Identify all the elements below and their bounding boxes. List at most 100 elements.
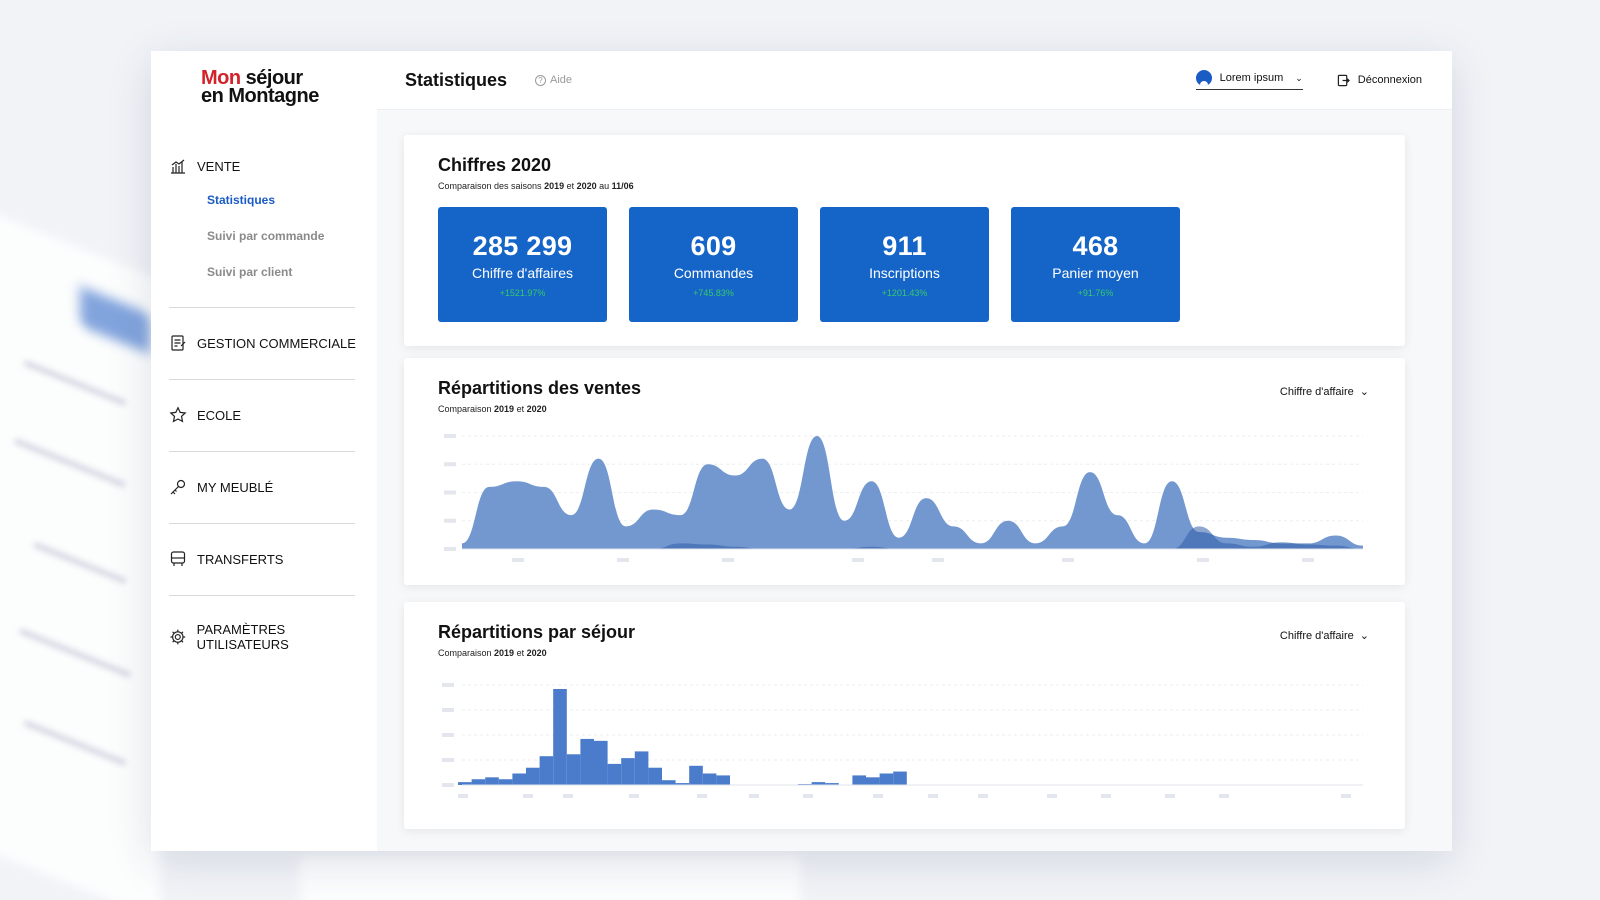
- figures-card: Chiffres 2020 Comparaison des saisons 20…: [404, 135, 1405, 346]
- y-tick-label: [442, 783, 454, 787]
- chevron-down-icon: ⌄: [1295, 72, 1303, 83]
- logo-sejour: séjour: [240, 67, 304, 89]
- bar: [893, 771, 907, 785]
- kpi-commandes[interactable]: 609 Commandes +745.83%: [629, 207, 798, 322]
- sales-title: Répartitions des ventes: [438, 378, 642, 398]
- stays-card: Répartitions par séjour Comparaison 2019…: [404, 602, 1405, 829]
- help-label: Aide: [550, 74, 573, 86]
- x-tick-label: [803, 794, 813, 798]
- kpi-delta: +91.76%: [1077, 288, 1114, 298]
- y-tick-label: [444, 462, 456, 467]
- logo-montagne: en Montagne: [201, 85, 319, 107]
- bar: [458, 782, 472, 785]
- x-tick-label: [629, 794, 639, 798]
- x-tick-label: [722, 558, 734, 562]
- brand-logo[interactable]: Mon séjour en Montagne: [201, 67, 319, 107]
- sidebar-section-my-meuble[interactable]: MY MEUBLÉ: [169, 478, 273, 496]
- sidebar-section-parametres[interactable]: PARAMÈTRES UTILISATEURS: [169, 622, 377, 652]
- x-tick-label: [1101, 794, 1111, 798]
- x-tick-label: [873, 794, 883, 798]
- kpi-label: Chiffre d'affaires: [472, 265, 573, 281]
- series-area-1: [462, 526, 1363, 549]
- figures-title: Chiffres 2020: [438, 155, 552, 175]
- document-edit-icon: [171, 335, 186, 351]
- stays-bar-chart: [438, 677, 1373, 812]
- kpi-delta: +1521.97%: [499, 288, 546, 298]
- chevron-down-icon: ⌄: [1359, 630, 1369, 642]
- kpi-delta: +1201.43%: [881, 288, 928, 298]
- y-tick-label: [442, 683, 454, 687]
- stays-subtitle: Comparaison 2019 et 2020: [438, 648, 547, 658]
- series-area-0: [462, 436, 1363, 549]
- bar: [811, 782, 826, 785]
- sidebar-section-label: TRANSFERTS: [197, 551, 284, 567]
- sidebar-section-vente[interactable]: VENTE: [169, 157, 240, 175]
- x-tick-label: [852, 558, 864, 562]
- bar: [607, 763, 622, 785]
- logout-button[interactable]: Déconnexion: [1337, 74, 1422, 87]
- kpi-value: 468: [1072, 231, 1119, 261]
- bar: [689, 765, 703, 785]
- logout-icon: [1337, 74, 1350, 86]
- x-tick-label: [617, 558, 629, 562]
- dropdown-value: Chiffre d'affaire: [1279, 629, 1354, 642]
- bar: [594, 740, 608, 785]
- top-bar: Statistiques ? Aide Lorem ipsum ⌄ Déconn…: [377, 51, 1452, 110]
- star-icon: [169, 406, 187, 423]
- x-tick-label: [932, 558, 944, 562]
- chevron-down-icon: ⌄: [1359, 386, 1369, 398]
- x-tick-label: [978, 794, 988, 798]
- figures-subtitle: Comparaison des saisons 2019 et 2020 au …: [438, 181, 634, 191]
- sidebar-section-label: VENTE: [197, 158, 241, 174]
- kpi-inscriptions[interactable]: 911 Inscriptions +1201.43%: [820, 207, 989, 322]
- y-tick-label: [444, 490, 456, 495]
- sales-metric-dropdown[interactable]: Chiffre d'affaire ⌄: [1279, 385, 1369, 399]
- user-menu[interactable]: Lorem ipsum ⌄: [1195, 70, 1303, 90]
- key-icon: [170, 479, 186, 495]
- bar: [825, 783, 839, 785]
- sidebar-section-transferts[interactable]: TRANSFERTS: [169, 550, 283, 568]
- sidebar-item-suivi-client[interactable]: Suivi par client: [207, 265, 293, 279]
- bar: [498, 779, 513, 785]
- sales-area-chart: [438, 428, 1373, 573]
- gear-icon: [170, 629, 186, 645]
- stays-metric-dropdown[interactable]: Chiffre d'affaire ⌄: [1279, 629, 1369, 643]
- bar: [634, 751, 649, 785]
- sidebar: Mon séjour en Montagne VENTE Statistique…: [151, 51, 377, 851]
- y-tick-label: [442, 708, 454, 712]
- bar: [553, 689, 567, 785]
- sidebar-section-gestion[interactable]: GESTION COMMERCIALE: [169, 334, 356, 352]
- help-icon: ?: [535, 74, 547, 86]
- y-tick-label: [442, 733, 454, 737]
- kpi-label: Panier moyen: [1052, 265, 1139, 281]
- x-tick-label: [1341, 794, 1351, 798]
- kpi-delta: +745.83%: [693, 288, 734, 298]
- x-tick-label: [1062, 558, 1074, 562]
- help-link[interactable]: ? Aide: [535, 74, 572, 86]
- bar: [471, 779, 486, 785]
- kpi-panier-moyen[interactable]: 468 Panier moyen +91.76%: [1011, 207, 1180, 322]
- sidebar-section-label: ECOLE: [197, 407, 242, 423]
- bar: [485, 777, 499, 785]
- bar: [716, 775, 730, 785]
- bar: [526, 767, 540, 785]
- sidebar-section-ecole[interactable]: ECOLE: [169, 406, 241, 424]
- kpi-chiffre-affaires[interactable]: 285 299 Chiffre d'affaires +1521.97%: [438, 207, 607, 322]
- dropdown-value: Chiffre d'affaire: [1279, 385, 1354, 398]
- divider: [169, 523, 355, 524]
- kpi-row: 285 299 Chiffre d'affaires +1521.97% 609…: [438, 207, 1180, 322]
- bar: [879, 773, 894, 785]
- x-tick-label: [1219, 794, 1229, 798]
- logo-mon: Mon: [201, 67, 241, 89]
- sidebar-item-statistiques[interactable]: Statistiques: [207, 193, 276, 207]
- x-tick-label: [1165, 794, 1175, 798]
- user-name: Lorem ipsum: [1219, 72, 1284, 84]
- sidebar-item-suivi-commande[interactable]: Suivi par commande: [207, 229, 325, 243]
- x-tick-label: [458, 794, 468, 798]
- avatar: [1195, 70, 1212, 86]
- divider: [169, 595, 355, 596]
- sidebar-section-label: MY MEUBLÉ: [197, 479, 274, 495]
- x-tick-label: [1047, 794, 1057, 798]
- bar: [675, 783, 690, 785]
